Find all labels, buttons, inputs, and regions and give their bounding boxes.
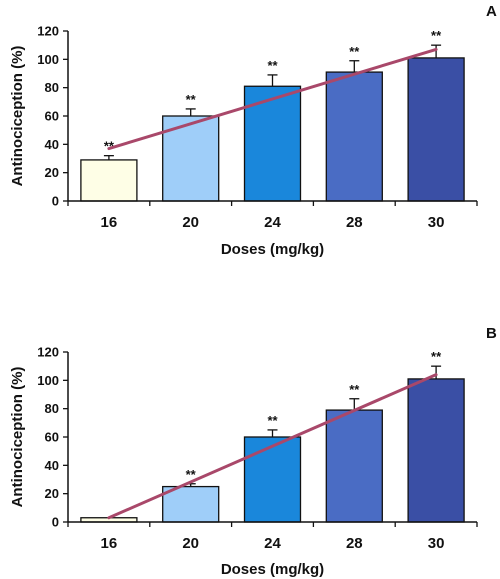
x-tick-label-20: 20 [182,535,199,552]
y-tick-label-40: 40 [45,137,59,152]
significance-mark-24: ** [267,58,278,73]
x-axis-title: Doses (mg/kg) [221,241,324,258]
significance-mark-30: ** [431,349,442,364]
trend-line [107,47,438,151]
bar-30 [407,378,465,523]
bar-16 [80,159,138,202]
y-tick-label-20: 20 [45,165,59,180]
significance-mark-28: ** [349,44,360,59]
bar-28 [325,71,383,202]
y-tick-label-100: 100 [37,373,59,388]
y-tick-label-120: 120 [37,345,59,360]
y-tick-label-60: 60 [45,430,59,445]
bar-30 [407,57,465,202]
significance-mark-20: ** [186,467,197,482]
significance-mark-20: ** [186,92,197,107]
x-tick-label-30: 30 [428,214,445,231]
y-tick-label-40: 40 [45,458,59,473]
y-tick-label-80: 80 [45,80,59,95]
bar-24 [243,436,302,523]
x-tick-label-28: 28 [346,214,363,231]
y-tick-label-80: 80 [45,401,59,416]
chart-panel-a: ** ** ** ** ** 0 20 40 60 80 100 120 16 20 24 28 30 Doses… [9,3,497,258]
x-tick-label-24: 24 [264,214,281,231]
panel-letter: A [486,3,497,20]
x-tick-label-28: 28 [346,535,363,552]
y-tick-label-20: 20 [45,486,59,501]
significance-mark-16: ** [104,139,115,154]
significance-mark-30: ** [431,28,442,43]
y-tick-label-120: 120 [37,24,59,39]
y-tick-label-0: 0 [52,515,59,530]
y-tick-label-100: 100 [37,52,59,67]
panel-letter: B [486,325,497,342]
trend-line [107,373,438,520]
x-tick-label-16: 16 [101,535,118,552]
bar-28 [325,409,383,523]
x-tick-label-16: 16 [101,214,118,231]
significance-mark-28: ** [349,382,360,397]
significance-mark-24: ** [267,413,278,428]
x-axis-title: Doses (mg/kg) [221,561,324,578]
x-tick-label-20: 20 [182,214,199,231]
y-tick-label-60: 60 [45,109,59,124]
chart-panel-b: ** ** ** ** 0 20 40 60 80 100 120 16 20 24 28 30 Doses (… [9,325,497,578]
y-axis-title: Antinociception (%) [9,367,26,508]
x-tick-label-30: 30 [428,535,445,552]
y-tick-label-0: 0 [52,194,59,209]
x-tick-label-24: 24 [264,535,281,552]
y-axis-title: Antinociception (%) [9,46,26,187]
